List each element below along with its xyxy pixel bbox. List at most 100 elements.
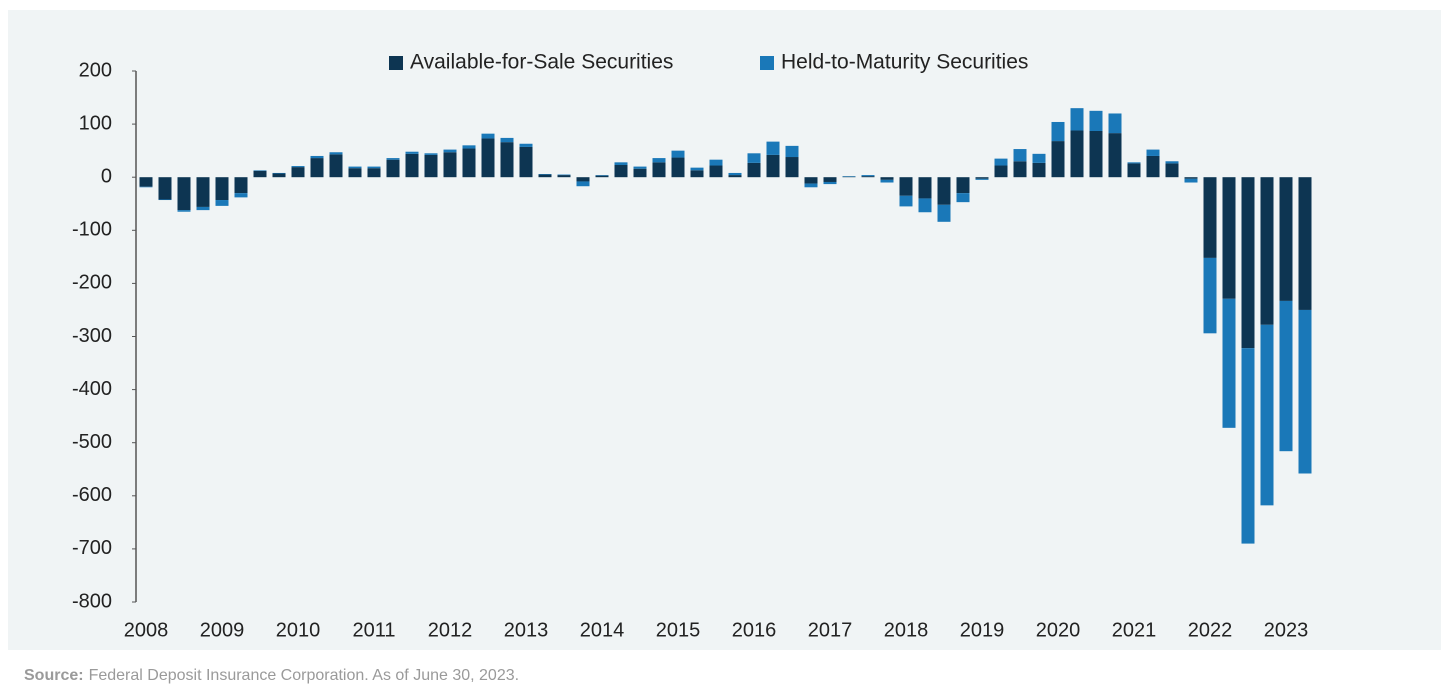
y-tick-label: -400 [72,378,112,400]
bar [823,177,837,182]
legend-swatch [760,56,774,70]
bar [139,186,153,188]
bar [975,177,989,179]
bar [633,166,647,169]
y-tick-label: 200 [79,59,112,81]
bar [766,154,780,178]
bar [1013,149,1027,162]
bar [1051,121,1065,142]
bar [785,157,799,178]
bar [785,145,799,158]
bar [462,148,476,178]
bar [462,145,476,149]
bar [348,168,362,178]
bar [1089,110,1103,132]
bar [1127,162,1141,164]
bar [1146,149,1160,156]
source-label: Source: [24,667,84,684]
bar [481,138,495,178]
bar [1203,257,1217,334]
bar [1260,177,1274,325]
legend-label: Held-to-Maturity Securities [781,51,1028,74]
bar [690,167,704,171]
bar [386,159,400,178]
bar [215,177,229,201]
bar [405,153,419,178]
x-tick-label: 2016 [732,619,777,641]
bar [1184,177,1198,179]
bar [576,181,590,187]
bar [842,176,856,178]
bar [1222,298,1236,428]
bar [804,183,818,188]
bar [557,175,571,178]
bar [880,177,894,180]
bar [196,206,210,211]
bar [671,150,685,158]
bar [1070,130,1084,178]
bar [538,174,552,175]
bar [937,204,951,222]
bar [424,154,438,178]
bar [1241,177,1255,349]
bar [519,143,533,147]
bar [595,175,609,176]
y-tick-label: -600 [72,484,112,506]
bar [747,153,761,163]
bar [652,162,666,178]
x-tick-label: 2014 [580,619,625,641]
bar [1108,113,1122,134]
bar [880,179,894,183]
bar [405,151,419,154]
y-tick-label: -100 [72,219,112,241]
bar [595,175,609,178]
bar [1241,348,1255,544]
bar [1108,133,1122,178]
bar [1013,161,1027,178]
bar [291,167,305,178]
bar [1222,177,1236,299]
x-tick-label: 2009 [200,619,245,641]
bar [576,177,590,182]
bar [956,193,970,203]
bar [842,176,856,177]
bar [253,170,267,171]
bar [614,164,628,178]
legend-label: Available-for-Sale Securities [410,51,673,74]
bar [291,166,305,168]
bar [557,174,571,176]
bar [633,168,647,178]
bar [481,133,495,139]
bar [1279,177,1293,301]
bar [1032,153,1046,163]
bar [234,193,248,198]
bar [177,210,191,212]
bar [1165,163,1179,178]
bar [215,200,229,206]
bar [538,174,552,178]
x-tick-label: 2022 [1188,619,1233,641]
x-tick-label: 2013 [504,619,549,641]
bar [1279,300,1293,452]
bar [918,198,932,213]
bar [728,175,742,178]
bar [1184,178,1198,183]
bar [709,165,723,178]
bar [348,166,362,169]
x-tick-label: 2010 [276,619,321,641]
legend-swatch [389,56,403,70]
bar [937,177,951,205]
bar [310,155,324,159]
bar [975,178,989,180]
bar [1165,161,1179,164]
bar [956,177,970,194]
bar [899,177,913,196]
bar [861,175,875,177]
bar [177,177,191,211]
source: Source: Federal Deposit Insurance Corpora… [24,667,519,684]
x-tick-label: 2015 [656,619,701,641]
bar [823,181,837,185]
bar [1089,131,1103,178]
